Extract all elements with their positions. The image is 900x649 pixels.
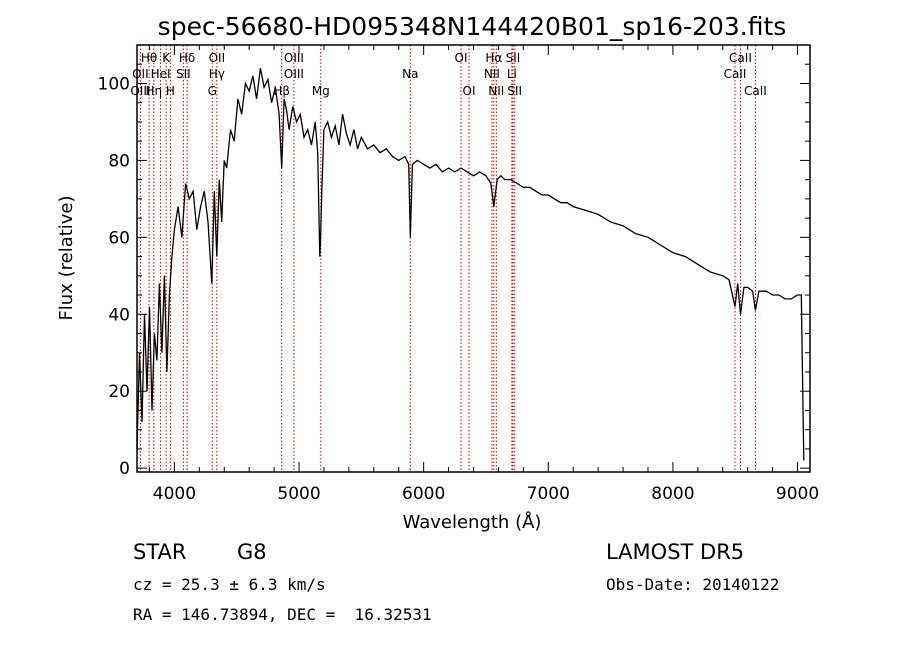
spectral-line-label: Hβ [273,84,290,98]
spectral-line-label: HeI [151,67,171,81]
object-subclass: G8 [237,540,267,564]
spectral-line-label: SII [506,51,521,65]
x-axis-label: Wavelength (Å) [403,511,542,533]
y-axis-ticks: 0 20 40 60 80 100 [98,63,810,479]
plot-frame [136,44,811,473]
spectral-line-label: Hγ [209,67,225,81]
y-axis-label: Flux (relative) [56,195,77,320]
spectral-line-label: CaII [729,51,752,65]
spectral-line-label: H [166,84,175,98]
spectral-line-label: Hα [485,51,502,65]
spectral-line-label: OII [132,67,149,81]
y-tick-label: 80 [108,151,130,171]
y-tick-label: 100 [98,74,130,94]
x-tick-label: 8000 [651,484,694,504]
chart-title: spec-56680-HD095348N144420B01_sp16-203.f… [158,12,787,41]
y-tick-label: 40 [108,305,130,325]
spectral-line-label: OII [209,51,226,65]
spectral-line-markers [139,45,756,472]
spectral-line-label: NII [488,84,504,98]
coordinates: RA = 146.73894, DEC = 16.32531 [133,605,432,624]
spectral-line-label: Hη [146,84,163,98]
spectral-line-label: K [162,51,171,65]
observation-date: Obs-Date: 20140122 [606,575,780,594]
survey-name: LAMOST DR5 [606,540,745,564]
spectral-line-label: CaII [724,67,747,81]
spectral-line-label: SII [176,67,191,81]
spectral-line-label: G [208,84,217,98]
x-tick-label: 7000 [527,484,570,504]
x-tick-label: 5000 [277,484,320,504]
spectral-line-label: Li [507,67,517,81]
spectral-line-label: OI [455,51,468,65]
spectral-line-label: SII [507,84,522,98]
spectral-line-label: Hθ [141,51,157,65]
spectral-line-label: Hδ [179,51,195,65]
x-tick-label: 6000 [402,484,445,504]
y-tick-label: 60 [108,228,130,248]
y-tick-label: 0 [119,459,130,479]
spectral-line-label: OI [463,84,476,98]
spectral-line-label: NII [484,67,500,81]
spectral-line-label: Na [402,67,418,81]
x-tick-label: 9000 [776,484,819,504]
spectral-line-label: Mg [312,84,330,98]
y-tick-label: 20 [108,382,130,402]
spectral-line-label: OIII [130,84,150,98]
x-axis-ticks: 4000 5000 6000 7000 8000 9000 [148,45,819,504]
spectral-line-label: OIII [284,51,304,65]
object-class: STAR [133,540,187,564]
spectral-line-label: CaII [744,84,767,98]
spectrum-series-line [136,67,805,461]
spectral-line-label: OIII [284,67,304,81]
x-tick-label: 4000 [153,484,196,504]
redshift-velocity: cz = 25.3 ± 6.3 km/s [133,575,326,594]
